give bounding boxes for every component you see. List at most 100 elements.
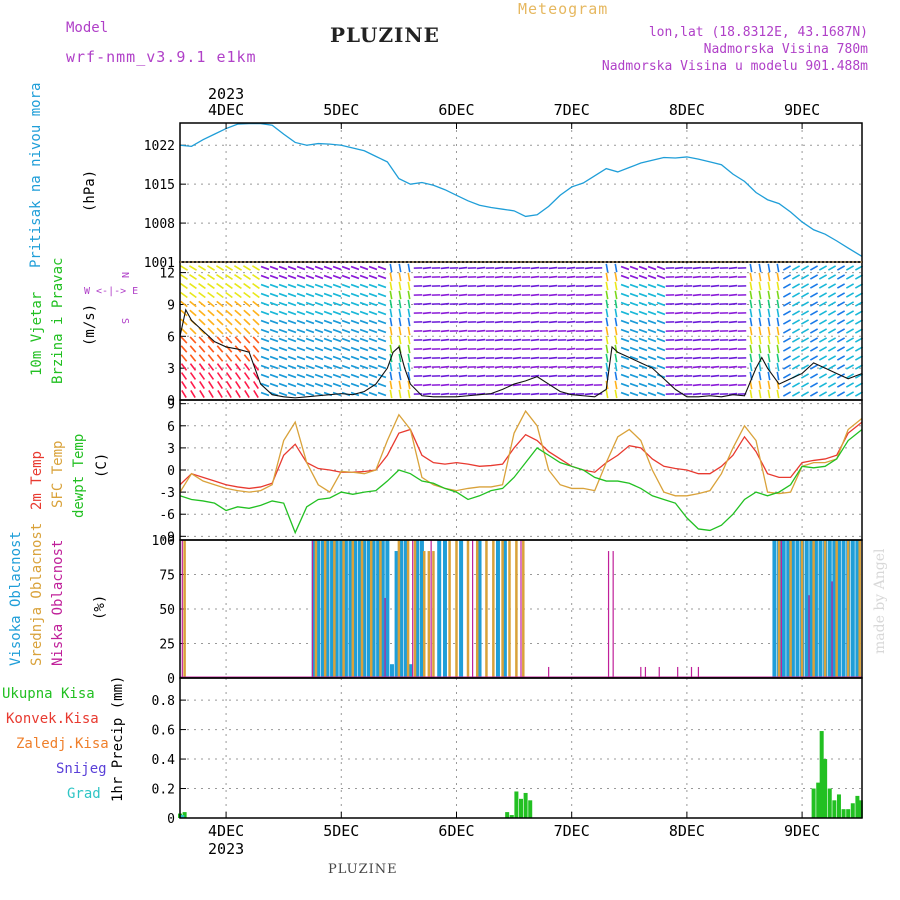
wind-barb xyxy=(458,347,468,351)
wind-barb xyxy=(530,329,540,333)
wind-barb xyxy=(440,356,450,360)
wind-barb xyxy=(359,274,369,280)
y-tick-label: 50 xyxy=(159,603,175,618)
wind-barb xyxy=(440,365,450,369)
wind-barb xyxy=(749,389,753,399)
wind-barb xyxy=(749,335,753,345)
wind-barb xyxy=(530,275,540,279)
cloud_high-bar xyxy=(320,540,325,678)
wind-barb xyxy=(180,309,188,317)
wind-barb xyxy=(800,328,810,334)
wind-barb xyxy=(278,346,288,352)
wind-barb xyxy=(341,292,351,298)
wind-barb xyxy=(198,291,206,299)
wind-barb xyxy=(728,329,738,333)
cloud_high-bar xyxy=(385,540,390,678)
cloud_mid-bar xyxy=(406,540,410,678)
wind-barb xyxy=(368,364,378,370)
wind-barb xyxy=(216,309,224,317)
wind-barb xyxy=(234,336,242,344)
wind-barb xyxy=(776,263,780,273)
wind-barb xyxy=(710,320,720,324)
wind-barb xyxy=(647,274,657,280)
wind-barb xyxy=(198,354,206,362)
wind-barb xyxy=(398,362,402,372)
cloud_high-bar xyxy=(781,540,786,678)
wind-barb xyxy=(377,310,387,316)
wind-barb xyxy=(710,338,720,342)
wind-barb xyxy=(323,346,333,352)
wind-barb xyxy=(758,299,762,309)
wind-barb xyxy=(398,290,402,300)
wind-barb xyxy=(341,382,351,388)
wind-barb xyxy=(252,363,260,371)
wind-barb xyxy=(548,329,558,333)
wind-barb xyxy=(530,311,540,315)
wind-barb xyxy=(728,365,738,369)
wind-barb xyxy=(494,347,504,351)
wind-barb xyxy=(512,320,522,324)
wind-barb xyxy=(243,372,251,380)
cloud_high-bar xyxy=(804,540,809,678)
cloud_high-bar xyxy=(855,540,860,678)
wind-barb xyxy=(260,355,270,361)
wind-barb xyxy=(189,309,197,317)
wind-barb xyxy=(226,381,232,389)
wind-barb xyxy=(180,354,188,362)
wind-barb xyxy=(225,363,233,371)
y-tick-label: 9 xyxy=(167,398,175,413)
y-tick-label: -9 xyxy=(159,530,175,545)
wind-barb xyxy=(350,283,360,289)
precip_total-bar xyxy=(505,812,510,818)
wind-barb xyxy=(377,265,387,271)
wind-barb xyxy=(407,380,411,390)
wind-barb xyxy=(407,326,411,336)
wind-barb xyxy=(845,355,855,361)
wind-barb xyxy=(494,311,504,315)
wind-barb xyxy=(287,328,297,334)
wind-barb xyxy=(638,265,648,271)
wind-barb xyxy=(350,265,360,271)
wind-barb xyxy=(749,299,753,309)
wind-barb xyxy=(350,301,360,307)
cloud_low-bar xyxy=(644,666,647,678)
cloud_mid-bar xyxy=(360,540,364,678)
wind-barb xyxy=(656,391,666,397)
wind-barb xyxy=(253,389,259,399)
wind-barb xyxy=(629,364,639,370)
wind-barb xyxy=(207,274,215,280)
wind-barb xyxy=(181,381,187,389)
wind-barb xyxy=(656,319,666,325)
wind-barb xyxy=(827,373,837,379)
y-tick-label: 1008 xyxy=(144,217,175,232)
wind-barb xyxy=(512,383,522,387)
wind-barb xyxy=(614,362,618,372)
wind-barb xyxy=(656,355,666,361)
wind-barb xyxy=(332,382,342,388)
wind-barb xyxy=(180,345,188,353)
wind-barb xyxy=(314,265,324,271)
wind-barb xyxy=(566,365,576,369)
wind-barb xyxy=(407,317,411,327)
wind-barb xyxy=(458,320,468,324)
cloud_high-bar xyxy=(772,540,777,678)
wind-barb xyxy=(216,336,224,344)
cloud_high-bar xyxy=(408,664,413,678)
wind-barb xyxy=(314,283,324,289)
wind-barb xyxy=(323,265,333,271)
bottom-date-label: 5DEC xyxy=(323,822,359,840)
wind-barb xyxy=(584,356,594,360)
wind-barb xyxy=(422,266,432,270)
wind-barb xyxy=(827,292,837,298)
wind-barb xyxy=(422,383,432,387)
precip_total-bar xyxy=(827,788,832,818)
wind-barb xyxy=(614,299,618,309)
wind-barb xyxy=(278,328,288,334)
wind-barb xyxy=(305,364,315,370)
sfc_temp-line xyxy=(179,409,863,497)
wind-barb xyxy=(216,300,224,308)
wind-barb xyxy=(809,310,819,316)
wind-barb xyxy=(305,283,315,289)
wind-barb xyxy=(368,391,378,397)
panel-frame xyxy=(179,122,863,263)
